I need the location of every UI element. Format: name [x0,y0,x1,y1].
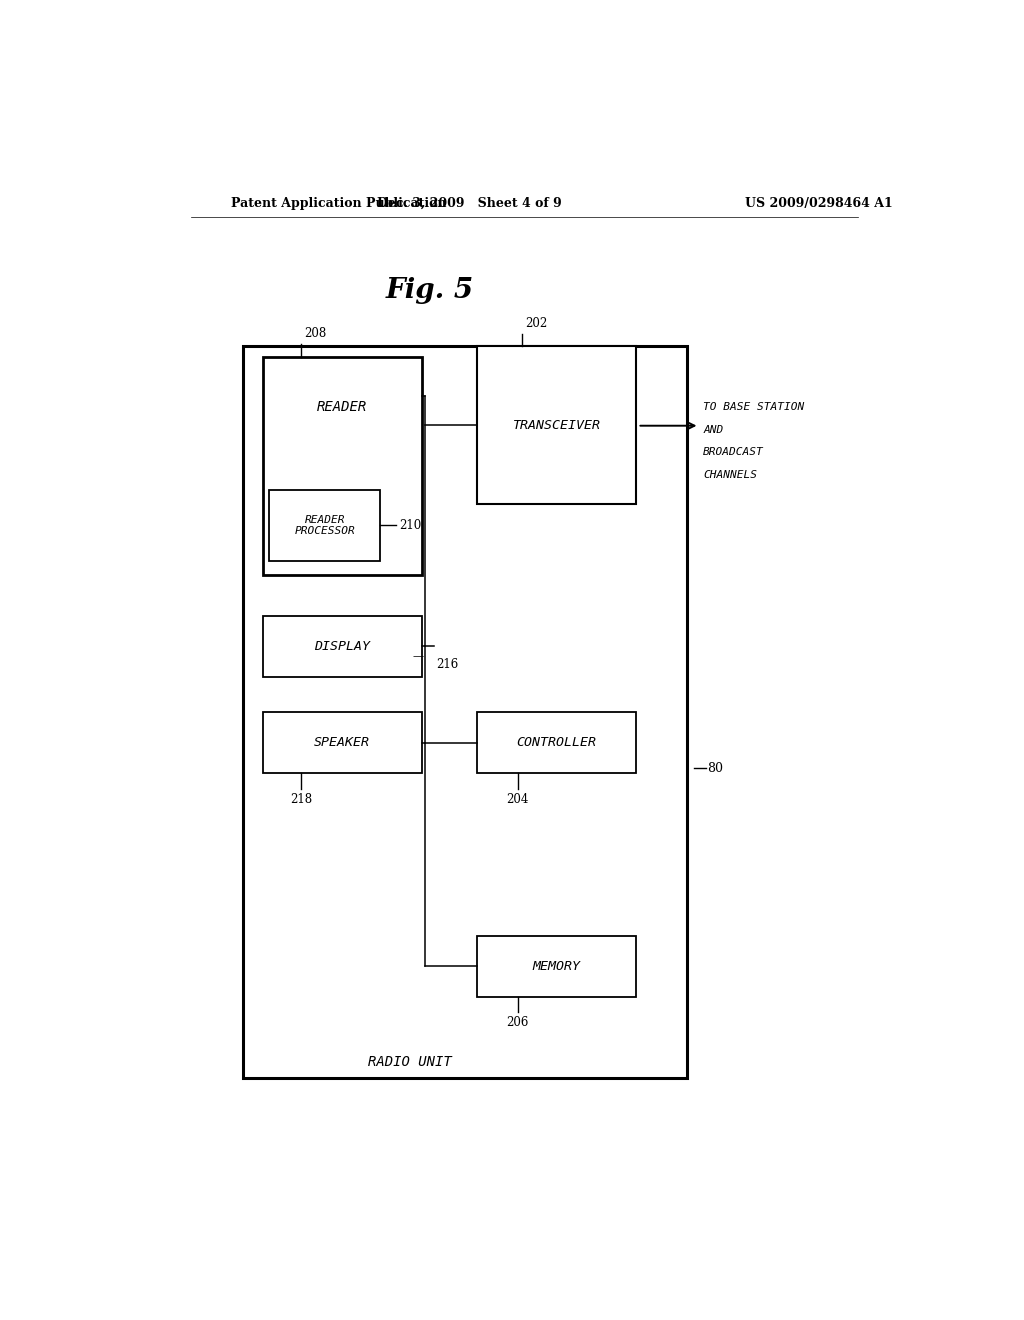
Text: US 2009/0298464 A1: US 2009/0298464 A1 [744,197,892,210]
Text: Dec. 3, 2009   Sheet 4 of 9: Dec. 3, 2009 Sheet 4 of 9 [377,197,561,210]
Text: 218: 218 [290,792,312,805]
Bar [477,346,636,504]
Text: 208: 208 [304,327,327,341]
Text: 202: 202 [525,317,548,330]
Text: TRANSCEIVER: TRANSCEIVER [513,418,600,432]
Text: —: — [412,652,423,661]
Text: Fig. 5: Fig. 5 [385,277,474,304]
Text: MEMORY: MEMORY [532,960,581,973]
Text: READER: READER [317,400,368,414]
Text: Patent Application Publication: Patent Application Publication [231,197,446,210]
Bar [263,615,422,677]
Text: BROADCAST: BROADCAST [703,447,764,457]
Text: 216: 216 [436,659,458,672]
Bar [243,346,687,1078]
Bar [477,936,636,997]
Bar [263,713,422,774]
Text: 206: 206 [507,1016,528,1030]
Text: AND: AND [703,425,724,434]
Text: RADIO UNIT: RADIO UNIT [368,1055,452,1069]
Text: CHANNELS: CHANNELS [703,470,758,479]
Text: SPEAKER: SPEAKER [314,737,371,750]
Text: 204: 204 [507,792,528,805]
Text: 80: 80 [708,762,723,775]
Text: DISPLAY: DISPLAY [314,640,371,653]
Text: 210: 210 [399,519,422,532]
Text: CONTROLLER: CONTROLLER [516,737,597,750]
Bar [477,713,636,774]
Text: READER
PROCESSOR: READER PROCESSOR [295,515,355,536]
Bar [263,356,422,576]
Text: TO BASE STATION: TO BASE STATION [703,403,805,412]
Bar [269,490,380,561]
